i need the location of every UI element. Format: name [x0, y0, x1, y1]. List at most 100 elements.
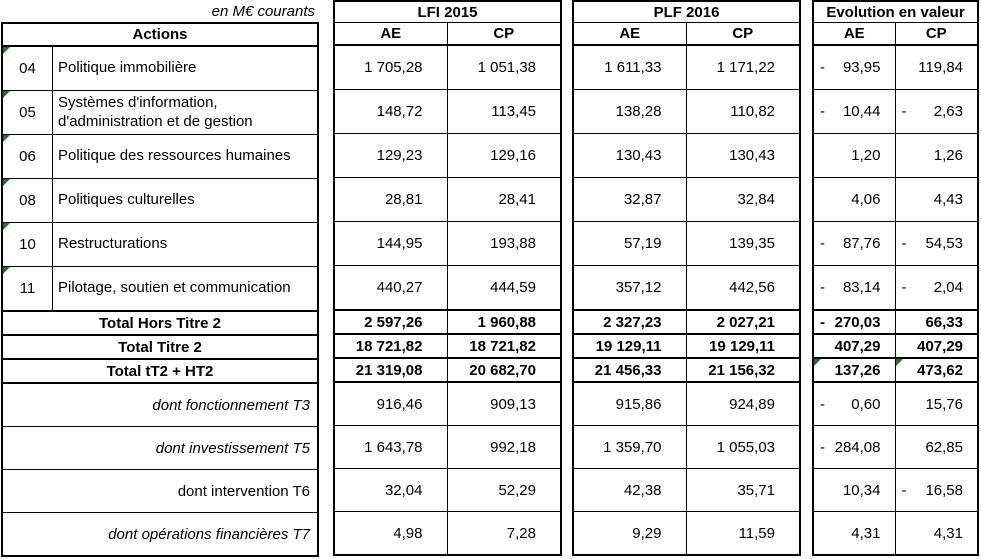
cell-cp[interactable]: 1 055,03	[687, 426, 800, 468]
cell-cp[interactable]: 20 682,70	[448, 359, 561, 381]
cell-ae[interactable]: -10,44	[814, 90, 896, 133]
cell-cp[interactable]: 66,33	[896, 311, 978, 333]
cp-header-cell[interactable]: CP	[732, 25, 754, 42]
action-code-cell[interactable]: 10	[3, 223, 53, 266]
cell-cp[interactable]: 119,84	[896, 46, 978, 89]
cell-ae[interactable]: 1 359,70	[574, 426, 687, 468]
cell-ae[interactable]: 1,20	[814, 134, 896, 177]
total-ht2-label-cell[interactable]: Total Hors Titre 2	[3, 312, 317, 336]
cell-ae[interactable]: 357,12	[574, 266, 687, 309]
action-code-cell[interactable]: 11	[3, 267, 53, 310]
ae-header-cell[interactable]: AE	[814, 23, 896, 44]
ae-header-cell[interactable]: AE	[335, 23, 448, 44]
cell-ae[interactable]: 129,23	[335, 134, 448, 177]
cell-ae[interactable]: 1 611,33	[574, 46, 687, 89]
action-label-cell[interactable]: Systèmes d'information, d'administration…	[58, 93, 253, 130]
action-code-cell[interactable]: 04	[3, 47, 53, 90]
cell-ae[interactable]: -284,08	[814, 426, 896, 468]
cell-ae[interactable]: 21 319,08	[335, 359, 448, 381]
cell-ae[interactable]: 28,81	[335, 178, 448, 221]
cell-cp[interactable]: 473,62	[895, 359, 978, 381]
action-code-cell[interactable]: 08	[3, 179, 53, 222]
cell-cp[interactable]: 21 156,32	[687, 359, 800, 381]
cell-cp[interactable]: 32,84	[687, 178, 800, 221]
cell-ae[interactable]: 10,34	[814, 469, 896, 511]
cell-cp[interactable]: 28,41	[448, 178, 561, 221]
action-label-cell[interactable]: Pilotage, soutien et communication	[58, 279, 291, 297]
cell-cp[interactable]: 444,59	[448, 266, 561, 309]
plf-2016-title-cell[interactable]: PLF 2016	[574, 2, 799, 23]
cell-cp[interactable]: - 54,53	[896, 222, 978, 265]
cell-cp[interactable]: 130,43	[687, 134, 800, 177]
cp-header-cell[interactable]: CP	[925, 25, 947, 42]
cell-ae[interactable]: 57,19	[574, 222, 687, 265]
cell-ae[interactable]: 9,29	[574, 512, 687, 554]
cell-ae[interactable]: 440,27	[335, 266, 448, 309]
cell-cp[interactable]: 407,29	[896, 335, 978, 357]
cell-cp[interactable]: 2 027,21	[687, 311, 800, 333]
cell-ae[interactable]: -83,14	[814, 266, 896, 309]
cell-ae[interactable]: -270,03	[814, 311, 896, 333]
cell-cp[interactable]: -16,58	[896, 469, 978, 511]
cell-cp[interactable]: 4,43	[896, 178, 978, 221]
detail-t6-label-cell[interactable]: dont intervention T6	[3, 470, 317, 513]
cell-cp[interactable]: 113,45	[448, 90, 561, 133]
cell-cp[interactable]: 110,82	[687, 90, 800, 133]
cell-cp[interactable]: 35,71	[687, 469, 800, 511]
total-t2-label-cell[interactable]: Total Titre 2	[3, 336, 317, 360]
cell-ae[interactable]: 18 721,82	[335, 335, 448, 357]
cell-ae[interactable]: 4,31	[814, 512, 896, 554]
cell-cp[interactable]: 193,88	[448, 222, 561, 265]
action-label-cell[interactable]: Politiques culturelles	[58, 191, 195, 209]
cell-ae[interactable]: 2 327,23	[574, 311, 687, 333]
cell-ae[interactable]: 1 705,28	[335, 46, 448, 89]
cell-cp[interactable]: 1 960,88	[448, 311, 561, 333]
cell-ae[interactable]: 915,86	[574, 383, 687, 425]
action-label-cell[interactable]: Politique immobilière	[58, 59, 197, 77]
cell-ae[interactable]: 916,46	[335, 383, 448, 425]
detail-t3-label-cell[interactable]: dont fonctionnement T3	[3, 384, 317, 427]
cell-cp[interactable]: 1,26	[896, 134, 978, 177]
evolution-title-cell[interactable]: Evolution en valeur	[814, 2, 977, 23]
cell-cp[interactable]: 1 171,22	[687, 46, 800, 89]
lfi-2015-title-cell[interactable]: LFI 2015	[335, 2, 560, 23]
cell-ae[interactable]: -87,76	[814, 222, 896, 265]
ae-header-cell[interactable]: AE	[574, 23, 687, 44]
detail-t7-label-cell[interactable]: dont opérations financières T7	[108, 525, 310, 543]
cell-ae[interactable]: 138,28	[574, 90, 687, 133]
cell-cp[interactable]: 15,76	[896, 383, 978, 425]
cell-ae[interactable]: 19 129,11	[574, 335, 687, 357]
action-label-cell[interactable]: Politique des ressources humaines	[58, 147, 291, 165]
cell-cp[interactable]: 992,18	[448, 426, 561, 468]
cell-cp[interactable]: - 2,04	[896, 266, 978, 309]
cell-ae[interactable]: 4,98	[335, 512, 448, 554]
cell-cp[interactable]: 442,56	[687, 266, 800, 309]
cell-cp[interactable]: 7,28	[448, 512, 561, 554]
actions-header-cell[interactable]: Actions	[3, 24, 317, 47]
cell-ae[interactable]: 1 643,78	[335, 426, 448, 468]
action-code-cell[interactable]: 05	[3, 91, 53, 134]
cell-cp[interactable]: - 2,63	[896, 90, 978, 133]
cell-cp[interactable]: 11,59	[687, 512, 800, 554]
cp-header-cell[interactable]: CP	[493, 25, 515, 42]
cell-ae[interactable]: 130,43	[574, 134, 687, 177]
cell-cp[interactable]: 129,16	[448, 134, 561, 177]
cell-ae[interactable]: 32,87	[574, 178, 687, 221]
cell-ae[interactable]: -93,95	[814, 46, 896, 89]
cell-cp[interactable]: 4,31	[896, 512, 978, 554]
cell-ae[interactable]: 2 597,26	[335, 311, 448, 333]
cell-cp[interactable]: 19 129,11	[687, 335, 800, 357]
cell-cp[interactable]: 1 051,38	[448, 46, 561, 89]
cell-cp[interactable]: 62,85	[896, 426, 978, 468]
cell-ae[interactable]: 21 456,33	[574, 359, 687, 381]
cell-cp[interactable]: 924,89	[687, 383, 800, 425]
cell-cp[interactable]: 18 721,82	[448, 335, 561, 357]
cell-ae[interactable]: 4,06	[814, 178, 896, 221]
action-label-cell[interactable]: Restructurations	[58, 235, 168, 253]
cell-ae[interactable]: 137,26	[814, 359, 896, 381]
cell-ae[interactable]: 144,95	[335, 222, 448, 265]
total-tt2-ht2-label-cell[interactable]: Total tT2 + HT2	[3, 360, 317, 384]
cell-ae[interactable]: 407,29	[814, 335, 896, 357]
cell-cp[interactable]: 139,35	[687, 222, 800, 265]
cell-ae[interactable]: 148,72	[335, 90, 448, 133]
